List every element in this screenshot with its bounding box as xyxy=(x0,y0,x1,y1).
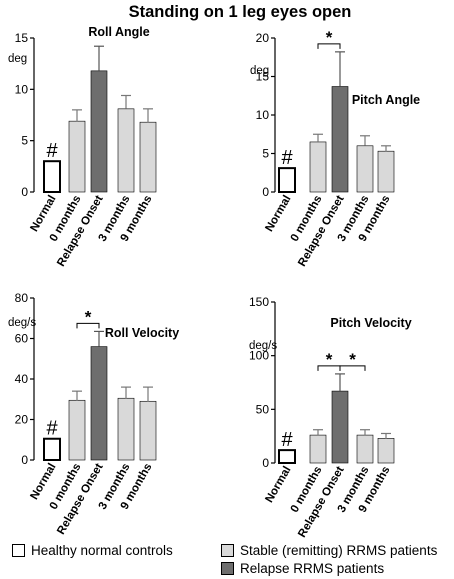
bar-0-months xyxy=(309,434,327,464)
y-tick-label: 5 xyxy=(21,134,28,148)
legend-label-relapse: Relapse RRMS patients xyxy=(240,561,385,576)
legend-swatch-normal xyxy=(12,544,25,557)
y-axis-label: deg/s xyxy=(249,340,277,352)
y-tick-label: 20 xyxy=(256,31,270,45)
chart-title: Pitch Velocity xyxy=(330,316,411,330)
significance-star: * xyxy=(326,350,333,369)
normal-marker: # xyxy=(46,418,58,440)
y-axis-label: deg/s xyxy=(8,317,36,329)
bar-3-months xyxy=(356,434,374,464)
y-tick-label: 150 xyxy=(249,295,269,309)
bar-9-months xyxy=(377,438,395,464)
legend-item-stable: Stable (remitting) RRMS patients xyxy=(221,543,437,558)
x-tick-label: Normal xyxy=(263,465,293,505)
significance-bracket xyxy=(317,43,341,49)
chart-title: Pitch Angle xyxy=(352,93,420,107)
bar-0-months xyxy=(68,399,86,461)
chart-title: Roll Angle xyxy=(88,25,149,39)
significance-star: * xyxy=(326,28,333,47)
normal-marker: # xyxy=(281,429,293,451)
y-tick-label: 60 xyxy=(15,332,29,346)
normal-marker: # xyxy=(281,147,293,169)
legend-swatch-stable xyxy=(221,544,234,557)
y-tick-label: 10 xyxy=(15,82,29,96)
y-tick-label: 0 xyxy=(21,453,28,467)
x-tick-label: Normal xyxy=(263,194,293,234)
bar-3-months xyxy=(117,397,135,461)
y-tick-label: 10 xyxy=(256,108,270,122)
y-axis-label: deg xyxy=(250,65,269,77)
bar-normal xyxy=(43,160,61,193)
y-tick-label: 40 xyxy=(15,372,29,386)
legend-label-stable: Stable (remitting) RRMS patients xyxy=(240,543,438,558)
bar-relapse-onset xyxy=(90,70,108,193)
legend-item-relapse: Relapse RRMS patients xyxy=(221,561,384,576)
bar-normal xyxy=(278,167,296,194)
significance-star: * xyxy=(85,307,92,326)
legend-item-normal: Healthy normal controls xyxy=(12,543,173,558)
bar-0-months xyxy=(309,141,327,193)
bar-3-months xyxy=(117,108,135,193)
legend-label-normal: Healthy normal controls xyxy=(31,543,173,558)
bar-normal xyxy=(43,437,61,461)
y-tick-label: 0 xyxy=(262,185,269,199)
significance-bracket xyxy=(76,322,100,329)
bar-9-months xyxy=(377,150,395,193)
bar-9-months xyxy=(139,400,157,461)
legend-swatch-relapse xyxy=(221,562,234,575)
y-tick-label: 50 xyxy=(256,402,270,416)
y-tick-label: 15 xyxy=(15,31,29,45)
bar-9-months xyxy=(139,121,157,193)
y-tick-label: 0 xyxy=(21,185,28,199)
y-tick-label: 100 xyxy=(249,349,269,363)
bar-relapse-onset xyxy=(331,390,349,464)
main-title: Standing on 1 leg eyes open xyxy=(129,3,352,21)
chart-title: Roll Velocity xyxy=(105,326,179,340)
y-tick-label: 15 xyxy=(256,70,270,84)
bar-relapse-onset xyxy=(331,86,349,193)
bar-0-months xyxy=(68,120,86,193)
bar-3-months xyxy=(356,145,374,193)
y-tick-label: 0 xyxy=(262,456,269,470)
y-axis-label: deg xyxy=(8,53,27,65)
y-tick-label: 80 xyxy=(15,291,29,305)
bar-relapse-onset xyxy=(90,346,108,461)
significance-bracket xyxy=(339,365,366,371)
significance-star: * xyxy=(349,350,356,369)
bar-normal xyxy=(278,449,296,464)
normal-marker: # xyxy=(46,140,58,162)
y-tick-label: 5 xyxy=(262,147,269,161)
y-tick-label: 20 xyxy=(15,413,29,427)
